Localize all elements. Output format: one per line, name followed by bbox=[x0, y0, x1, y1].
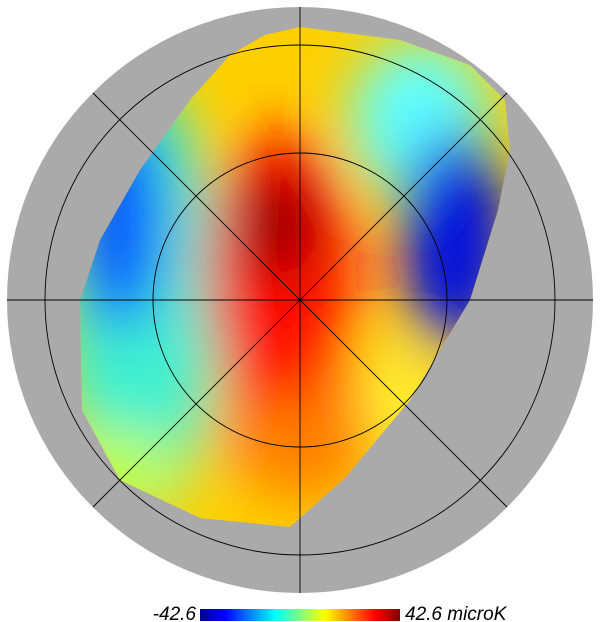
colorbar-max-label: 42.6 microK bbox=[405, 604, 508, 622]
colorbar-min-label: -42.6 bbox=[153, 604, 197, 622]
graticule bbox=[7, 7, 593, 593]
colorbar bbox=[200, 609, 400, 621]
